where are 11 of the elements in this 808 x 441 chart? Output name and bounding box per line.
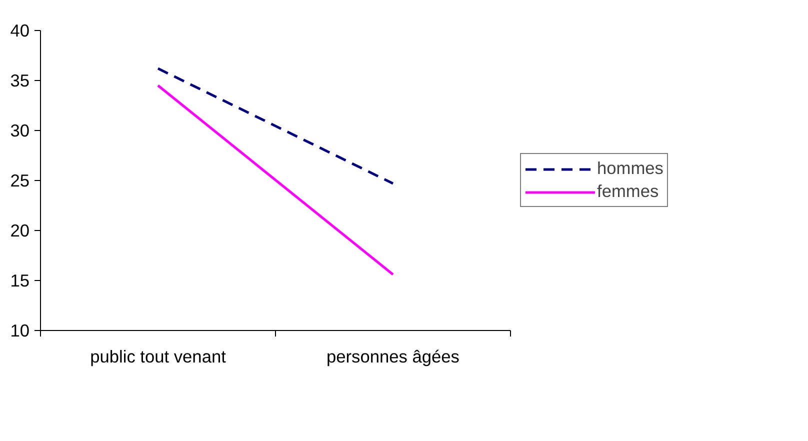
x-tick-label: public tout venant xyxy=(90,346,226,366)
y-tick-label: 15 xyxy=(10,270,30,290)
y-tick-label: 20 xyxy=(10,220,30,240)
y-tick-label: 10 xyxy=(10,320,30,340)
y-tick-label: 30 xyxy=(10,120,30,140)
legend-label: hommes xyxy=(597,158,664,179)
y-tick-label: 35 xyxy=(10,70,30,90)
x-tick-label: personnes âgées xyxy=(326,346,460,366)
legend-label: femmes xyxy=(597,181,659,202)
y-tick-label: 25 xyxy=(10,170,30,190)
y-tick-label: 40 xyxy=(10,20,30,40)
